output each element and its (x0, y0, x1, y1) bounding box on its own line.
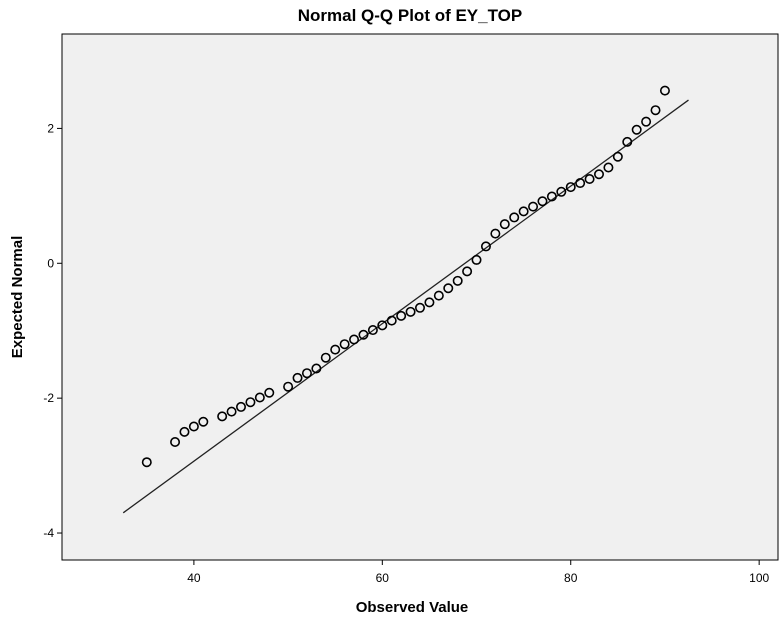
data-point (198, 416, 209, 427)
data-point (462, 266, 473, 277)
data-point (396, 310, 407, 321)
x-tick-label: 100 (749, 571, 769, 585)
data-point (622, 136, 633, 147)
x-axis: 40 60 80 100 (187, 560, 769, 585)
data-point (659, 85, 670, 96)
data-point (339, 339, 350, 350)
y-tick-label: -2 (43, 391, 54, 405)
data-point (330, 344, 341, 355)
data-point (245, 397, 256, 408)
data-point (471, 254, 482, 265)
data-point (443, 283, 454, 294)
data-point (386, 315, 397, 326)
data-point (537, 196, 548, 207)
data-point (405, 306, 416, 317)
data-point (217, 411, 228, 422)
data-point (226, 406, 237, 417)
data-point (433, 290, 444, 301)
data-point (292, 372, 303, 383)
data-point (528, 201, 539, 212)
data-point (301, 368, 312, 379)
data-point (179, 426, 190, 437)
data-point (414, 302, 425, 313)
data-point (575, 178, 586, 189)
y-axis-label: Expected Normal (9, 236, 26, 359)
data-point (641, 116, 652, 127)
y-tick-label: -4 (43, 526, 54, 540)
data-point (603, 162, 614, 173)
data-point (480, 241, 491, 252)
data-point (490, 228, 501, 239)
x-tick-label: 60 (376, 571, 390, 585)
data-point (518, 206, 529, 217)
chart-title: Normal Q-Q Plot of EY_TOP (298, 6, 523, 25)
y-tick-label: 0 (47, 256, 54, 270)
x-tick-label: 80 (564, 571, 578, 585)
data-point (499, 219, 510, 230)
data-point (650, 105, 661, 116)
data-point (452, 275, 463, 286)
data-point (283, 381, 294, 392)
data-point (170, 436, 181, 447)
data-point (593, 169, 604, 180)
y-axis: -4 -2 0 2 (43, 121, 62, 540)
data-point (311, 363, 322, 374)
data-point (320, 352, 331, 363)
data-point (264, 387, 275, 398)
y-tick-label: 2 (47, 121, 54, 135)
data-point (377, 320, 388, 331)
data-point (236, 401, 247, 412)
data-point (546, 191, 557, 202)
data-point (556, 186, 567, 197)
data-point (141, 457, 152, 468)
data-point (367, 325, 378, 336)
data-point (631, 124, 642, 135)
data-point (612, 151, 623, 162)
data-point (188, 421, 199, 432)
data-point (584, 173, 595, 184)
data-point (358, 329, 369, 340)
x-tick-label: 40 (187, 571, 201, 585)
data-point (509, 212, 520, 223)
data-point (254, 392, 265, 403)
data-point (349, 334, 360, 345)
reference-line (122, 99, 689, 514)
x-axis-label: Observed Value (356, 599, 469, 616)
data-point (424, 297, 435, 308)
data-points (141, 85, 670, 468)
data-point (565, 182, 576, 193)
